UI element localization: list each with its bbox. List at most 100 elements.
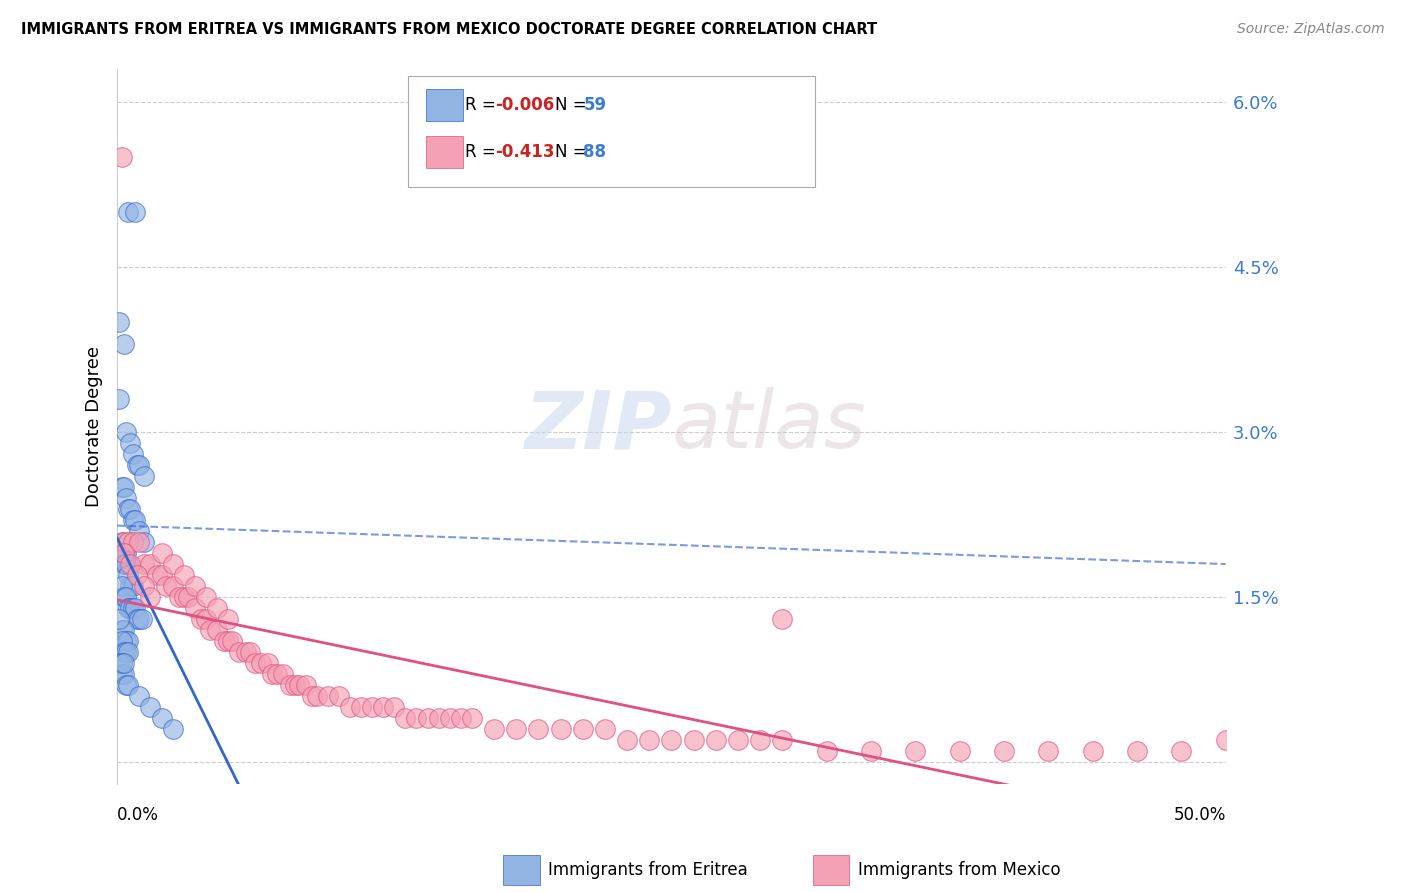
Text: 59: 59 (583, 96, 606, 114)
Point (132, 535, 155, 549)
Point (416, 711, 439, 725)
Point (184, 601, 207, 615)
Point (124, 601, 146, 615)
Point (115, 491, 138, 505)
Point (593, 723, 616, 737)
Point (111, 634, 134, 648)
Point (132, 557, 155, 571)
Point (228, 645, 250, 659)
Point (169, 590, 191, 604)
Point (250, 657, 273, 671)
Point (117, 557, 139, 571)
Point (439, 711, 461, 725)
Point (111, 150, 134, 164)
Point (108, 392, 131, 406)
Point (682, 733, 704, 747)
Point (117, 535, 139, 549)
Point (112, 336, 135, 351)
Point (117, 568, 139, 582)
Point (949, 744, 972, 758)
Point (262, 667, 284, 681)
Point (111, 657, 134, 671)
Point (112, 657, 135, 671)
Point (993, 744, 1015, 758)
Point (339, 700, 361, 714)
Point (550, 723, 572, 737)
Text: Source: ZipAtlas.com: Source: ZipAtlas.com (1237, 22, 1385, 37)
Point (115, 546, 138, 560)
Point (132, 469, 155, 483)
Point (770, 733, 793, 747)
Point (727, 733, 749, 747)
Point (124, 204, 146, 219)
Point (194, 612, 217, 626)
Text: 0.0%: 0.0% (117, 806, 159, 824)
Text: N =: N = (555, 143, 592, 161)
Point (128, 458, 150, 472)
Point (128, 524, 150, 538)
Text: IMMIGRANTS FROM ERITREA VS IMMIGRANTS FROM MEXICO DOCTORATE DEGREE CORRELATION C: IMMIGRANTS FROM ERITREA VS IMMIGRANTS FR… (21, 22, 877, 37)
Point (112, 590, 135, 604)
Point (112, 667, 135, 681)
Point (427, 711, 450, 725)
Text: R =: R = (465, 96, 502, 114)
Point (373, 700, 395, 714)
Point (115, 634, 138, 648)
Point (112, 623, 135, 637)
Point (115, 590, 138, 604)
Point (217, 612, 239, 626)
Text: 50.0%: 50.0% (1174, 806, 1226, 824)
Point (283, 678, 305, 692)
Point (127, 568, 149, 582)
Point (1038, 744, 1060, 758)
Text: atlas: atlas (672, 387, 866, 466)
Point (117, 502, 139, 516)
Text: N =: N = (555, 96, 592, 114)
Point (162, 557, 184, 571)
Point (278, 678, 301, 692)
Point (301, 690, 323, 704)
Point (150, 546, 173, 560)
Point (316, 690, 339, 704)
Point (132, 579, 155, 593)
Point (128, 612, 150, 626)
Point (150, 711, 173, 725)
Point (127, 458, 149, 472)
Point (139, 590, 162, 604)
Text: ZIP: ZIP (524, 387, 672, 466)
Point (190, 612, 212, 626)
Point (155, 579, 177, 593)
Point (266, 667, 288, 681)
Point (194, 590, 217, 604)
Point (361, 700, 384, 714)
Point (212, 634, 235, 648)
Point (111, 535, 134, 549)
Point (1170, 744, 1192, 758)
Text: Immigrants from Mexico: Immigrants from Mexico (858, 861, 1060, 879)
Point (139, 700, 162, 714)
Point (162, 579, 184, 593)
Point (111, 480, 134, 494)
Point (273, 667, 295, 681)
Point (115, 678, 138, 692)
Point (120, 579, 142, 593)
Point (288, 678, 311, 692)
Point (127, 612, 149, 626)
Point (184, 579, 207, 593)
Point (704, 733, 727, 747)
Point (217, 634, 239, 648)
Point (121, 601, 143, 615)
Point (120, 557, 142, 571)
Point (115, 557, 138, 571)
Point (112, 535, 135, 549)
Point (177, 590, 200, 604)
Point (112, 557, 135, 571)
Text: 88: 88 (583, 143, 606, 161)
Point (150, 568, 173, 582)
Point (112, 480, 135, 494)
Point (305, 690, 328, 704)
Point (294, 678, 316, 692)
Point (1126, 744, 1149, 758)
Point (121, 535, 143, 549)
Point (571, 723, 593, 737)
